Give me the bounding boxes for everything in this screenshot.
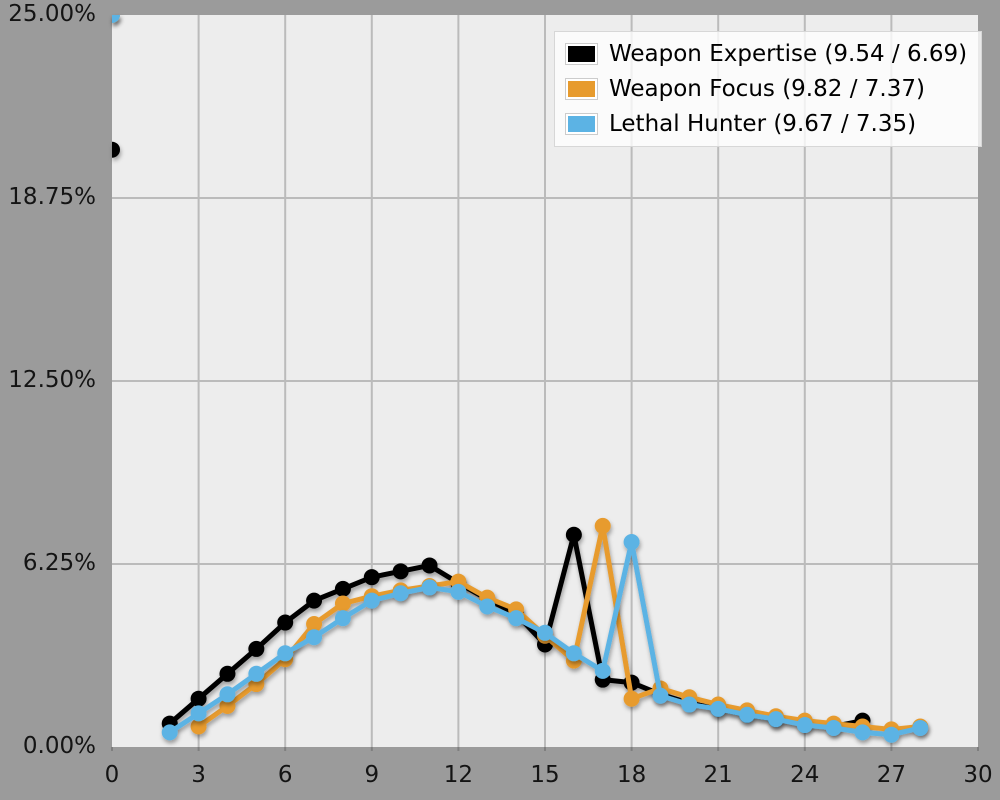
x-axis-tick-6: 6 bbox=[277, 762, 293, 788]
data-point[interactable] bbox=[392, 563, 409, 580]
legend-item-weapon-focus: Weapon Focus (9.82 / 7.37) bbox=[565, 76, 967, 102]
data-point[interactable] bbox=[623, 690, 640, 707]
data-point[interactable] bbox=[796, 717, 813, 734]
data-point[interactable] bbox=[190, 718, 207, 735]
data-point[interactable] bbox=[767, 711, 784, 728]
data-point[interactable] bbox=[479, 598, 496, 615]
legend-swatch-weapon-focus bbox=[565, 78, 598, 100]
data-point[interactable] bbox=[508, 610, 525, 627]
data-point[interactable] bbox=[306, 629, 323, 646]
data-point[interactable] bbox=[565, 526, 582, 543]
data-point[interactable] bbox=[421, 557, 438, 574]
data-point[interactable] bbox=[565, 645, 582, 662]
data-point[interactable] bbox=[190, 690, 207, 707]
x-axis-tick-9: 9 bbox=[364, 762, 380, 788]
data-point[interactable] bbox=[334, 595, 351, 612]
data-point[interactable] bbox=[681, 696, 698, 713]
data-point[interactable] bbox=[248, 640, 265, 657]
x-axis-tick-15: 15 bbox=[530, 762, 560, 788]
x-axis-tick-3: 3 bbox=[191, 762, 206, 788]
data-point[interactable] bbox=[306, 592, 323, 609]
data-point[interactable] bbox=[334, 610, 351, 627]
x-axis-tick-18: 18 bbox=[616, 762, 647, 788]
data-point[interactable] bbox=[363, 592, 380, 609]
x-axis-tick-27: 27 bbox=[876, 762, 907, 788]
x-axis-tick-21: 21 bbox=[703, 762, 733, 788]
data-point[interactable] bbox=[623, 534, 640, 551]
y-axis-tick-25.00%: 25.00% bbox=[8, 1, 96, 28]
data-point[interactable] bbox=[594, 662, 611, 679]
data-point[interactable] bbox=[537, 624, 553, 641]
data-point[interactable] bbox=[306, 616, 323, 633]
data-point[interactable] bbox=[277, 645, 294, 662]
data-point[interactable] bbox=[104, 141, 120, 158]
data-point[interactable] bbox=[334, 580, 351, 597]
y-axis-tick-6.25%: 6.25% bbox=[22, 550, 96, 577]
data-point[interactable] bbox=[219, 698, 236, 715]
legend-label-lethal-hunter: Lethal Hunter (9.67 / 7.35) bbox=[609, 111, 917, 137]
x-axis-tick-12: 12 bbox=[443, 762, 474, 788]
data-point[interactable] bbox=[363, 569, 380, 586]
y-axis-tick-0.00%: 0.00% bbox=[22, 733, 96, 760]
legend-swatch-weapon-expertise bbox=[565, 43, 598, 65]
data-point[interactable] bbox=[392, 585, 409, 602]
data-point[interactable] bbox=[883, 726, 900, 743]
data-point[interactable] bbox=[652, 687, 669, 704]
data-point[interactable] bbox=[219, 665, 236, 682]
x-axis-tick-0: 0 bbox=[104, 762, 120, 788]
y-axis-tick-18.75%: 18.75% bbox=[8, 184, 96, 211]
legend-item-lethal-hunter: Lethal Hunter (9.67 / 7.35) bbox=[565, 111, 967, 137]
series-2 bbox=[104, 7, 929, 743]
data-point[interactable] bbox=[277, 614, 294, 631]
legend: Weapon Expertise (9.54 / 6.69) Weapon Fo… bbox=[554, 31, 983, 147]
series-0 bbox=[104, 141, 871, 735]
data-point[interactable] bbox=[854, 724, 871, 741]
x-axis-tick-30: 30 bbox=[963, 762, 993, 788]
data-point[interactable] bbox=[104, 7, 120, 23]
x-axis-tick-24: 24 bbox=[790, 762, 820, 788]
data-point[interactable] bbox=[594, 517, 611, 534]
y-axis-tick-12.50%: 12.50% bbox=[8, 367, 96, 394]
data-point[interactable] bbox=[912, 719, 929, 736]
data-point[interactable] bbox=[739, 706, 756, 723]
data-point[interactable] bbox=[161, 724, 178, 741]
data-point[interactable] bbox=[219, 686, 236, 703]
data-point[interactable] bbox=[248, 665, 265, 682]
data-point[interactable] bbox=[421, 579, 438, 596]
legend-item-weapon-expertise: Weapon Expertise (9.54 / 6.69) bbox=[565, 41, 967, 67]
data-point[interactable] bbox=[825, 719, 842, 736]
data-point[interactable] bbox=[450, 583, 467, 600]
legend-label-weapon-expertise: Weapon Expertise (9.54 / 6.69) bbox=[609, 41, 968, 67]
data-point[interactable] bbox=[710, 700, 727, 717]
legend-swatch-lethal-hunter bbox=[565, 113, 598, 135]
data-point[interactable] bbox=[190, 705, 207, 722]
legend-label-weapon-focus: Weapon Focus (9.82 / 7.37) bbox=[609, 76, 925, 102]
